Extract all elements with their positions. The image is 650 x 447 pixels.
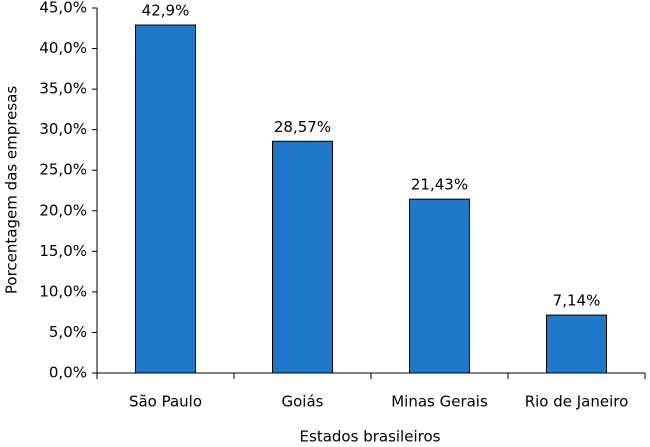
y-tick-label: 45,0% bbox=[39, 0, 87, 17]
x-tick-label: Goiás bbox=[282, 393, 324, 411]
bar bbox=[546, 314, 607, 374]
y-tick-label: 25,0% bbox=[39, 161, 87, 179]
value-label: 7,14% bbox=[553, 292, 601, 310]
y-tick-label: 35,0% bbox=[39, 80, 87, 98]
value-label: 28,57% bbox=[274, 118, 331, 136]
x-tick-label: São Paulo bbox=[129, 393, 202, 411]
bar bbox=[409, 198, 470, 374]
x-axis-title: Estados brasileiros bbox=[300, 428, 441, 446]
bar bbox=[135, 24, 196, 374]
value-label: 42,9% bbox=[142, 2, 190, 20]
y-tick-label: 15,0% bbox=[39, 242, 87, 260]
x-tick-label: Rio de Janeiro bbox=[525, 393, 629, 411]
y-tick-label: 5,0% bbox=[49, 323, 87, 341]
y-tick-label: 30,0% bbox=[39, 120, 87, 138]
y-tick-label: 40,0% bbox=[39, 39, 87, 57]
y-tick-label: 0,0% bbox=[49, 364, 87, 382]
y-axis-title: Porcentagem das empresas bbox=[3, 86, 21, 294]
y-tick-label: 10,0% bbox=[39, 282, 87, 300]
y-tick-label: 20,0% bbox=[39, 201, 87, 219]
x-tick-label: Minas Gerais bbox=[391, 393, 488, 411]
bar bbox=[272, 140, 333, 374]
value-label: 21,43% bbox=[411, 176, 468, 194]
